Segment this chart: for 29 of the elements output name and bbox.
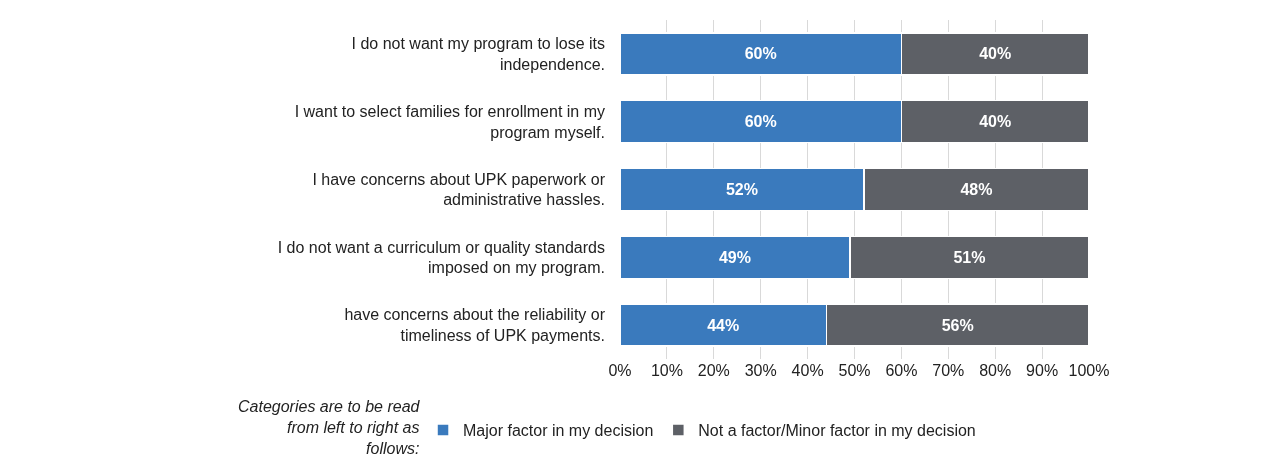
text: Categories are to be read from left to right as follows: xyxy=(238,398,421,457)
legend-label: Not a factor/Minor factor in my decision xyxy=(698,422,976,440)
data-label: 49% xyxy=(718,248,751,266)
x-tick-label: 70% xyxy=(932,362,965,379)
x-tick-label: 20% xyxy=(697,362,730,379)
x-tick-label: 100% xyxy=(1068,362,1110,379)
data-label: 60% xyxy=(744,113,777,131)
y-tick-label: I have concerns about UPK paperwork or administrative hassles. xyxy=(312,170,606,209)
x-tick-label: 60% xyxy=(885,362,918,379)
data-label: 60% xyxy=(744,45,777,63)
y-tick-label: I do not want a curriculum or quality standards imposed on my program. xyxy=(277,238,605,277)
x-tick-label: 90% xyxy=(1026,362,1059,379)
data-label: 44% xyxy=(707,316,740,334)
data-label: 40% xyxy=(979,113,1012,131)
x-tick-label: 30% xyxy=(744,362,777,379)
x-tick-label: 50% xyxy=(838,362,871,379)
y-tick-label: have concerns about the reliability or timeliness of UPK payments. xyxy=(344,306,606,345)
data-label: 52% xyxy=(725,181,758,198)
data-label: 56% xyxy=(941,316,974,334)
data-label: 51% xyxy=(953,248,986,266)
x-tick-label: 80% xyxy=(979,362,1012,379)
x-tick-label: 10% xyxy=(650,362,683,379)
legend-label: Major factor in my decision xyxy=(463,422,654,440)
y-tick-label: I do not want my program to lose its independence. xyxy=(351,35,605,73)
x-tick-label: 0% xyxy=(608,362,632,379)
data-label: 40% xyxy=(979,45,1012,63)
data-label: 48% xyxy=(960,181,993,198)
x-tick-label: 40% xyxy=(791,362,824,379)
y-tick-label: I want to select families for enrollment in my program myself. xyxy=(294,102,605,141)
